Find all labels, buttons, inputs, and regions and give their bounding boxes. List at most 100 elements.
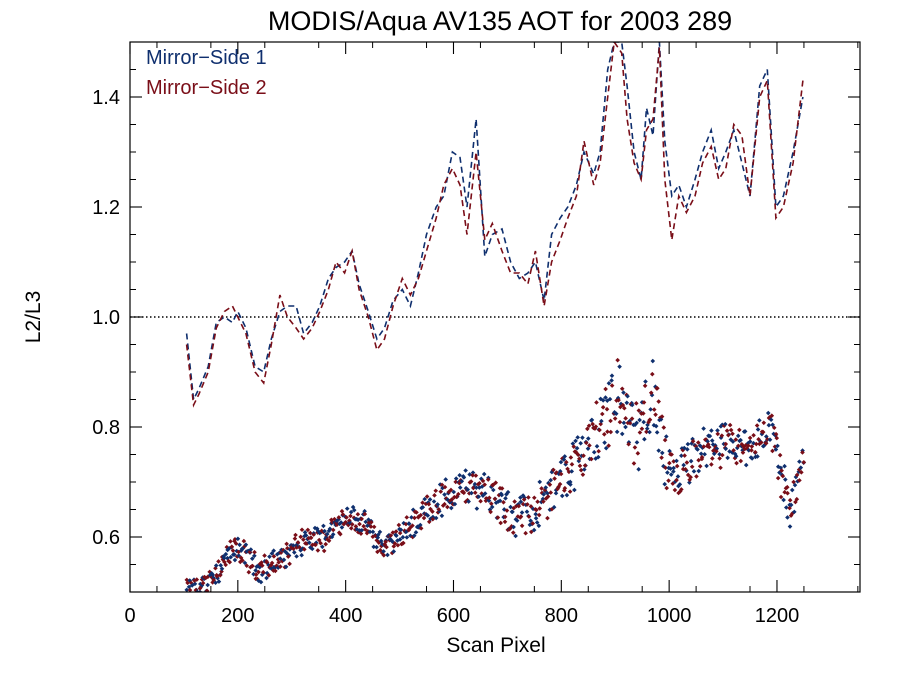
scatter-point-mirror-side-1 xyxy=(773,447,779,452)
scatter-point-mirror-side-2 xyxy=(749,448,754,453)
scatter-point-mirror-side-1 xyxy=(718,435,724,440)
scatter-point-mirror-side-2 xyxy=(222,559,227,565)
scatter-point-mirror-side-1 xyxy=(727,449,732,454)
scatter-point-mirror-side-1 xyxy=(792,482,798,488)
scatter-point-mirror-side-2 xyxy=(379,550,385,556)
scatter-point-mirror-side-1 xyxy=(225,555,230,561)
scatter-point-mirror-side-2 xyxy=(751,433,756,438)
scatter-point-mirror-side-1 xyxy=(791,509,797,515)
scatter-point-mirror-side-1 xyxy=(696,468,702,474)
scatter-point-mirror-side-2 xyxy=(307,530,313,536)
scatter-point-mirror-side-2 xyxy=(735,443,741,449)
scatter-point-mirror-side-2 xyxy=(392,541,398,546)
scatter-point-mirror-side-2 xyxy=(278,550,284,556)
scatter-point-mirror-side-1 xyxy=(306,540,312,545)
scatter-point-mirror-side-2 xyxy=(567,489,573,494)
scatter-point-mirror-side-2 xyxy=(216,559,221,564)
x-axis: 0 200 400 600 800 1000 1200 xyxy=(124,42,859,627)
scatter-point-mirror-side-1 xyxy=(527,522,533,528)
scatter-point-mirror-side-1 xyxy=(497,498,503,504)
scatter-point-mirror-side-1 xyxy=(634,440,640,445)
scatter-point-mirror-side-1 xyxy=(427,497,433,502)
scatter-point-mirror-side-1 xyxy=(433,515,439,521)
scatter-point-mirror-side-1 xyxy=(533,515,539,521)
scatter-point-mirror-side-1 xyxy=(755,454,760,459)
scatter-point-mirror-side-2 xyxy=(523,530,528,536)
scatter-point-mirror-side-2 xyxy=(765,437,770,442)
scatter-point-mirror-side-2 xyxy=(618,404,623,410)
scatter-point-mirror-side-2 xyxy=(799,470,804,475)
scatter-point-mirror-side-2 xyxy=(491,482,496,488)
scatter-point-mirror-side-2 xyxy=(709,462,714,467)
scatter-point-mirror-side-1 xyxy=(594,443,600,449)
scatter-point-mirror-side-1 xyxy=(757,418,762,423)
scatter-point-mirror-side-1 xyxy=(385,552,390,558)
scatter-point-mirror-side-1 xyxy=(248,547,254,552)
scatter-point-mirror-side-2 xyxy=(308,535,314,541)
scatter-point-mirror-side-2 xyxy=(769,413,775,419)
scatter-point-mirror-side-2 xyxy=(599,411,605,417)
scatter-point-mirror-side-1 xyxy=(303,533,309,538)
scatter-point-mirror-side-2 xyxy=(648,390,654,396)
scatter-point-mirror-side-2 xyxy=(569,462,575,467)
scatter-point-mirror-side-1 xyxy=(613,411,619,417)
scatter-point-mirror-side-1 xyxy=(701,426,706,431)
scatter-point-mirror-side-2 xyxy=(633,401,639,406)
scatter-point-mirror-side-1 xyxy=(543,485,549,490)
scatter-point-mirror-side-2 xyxy=(557,481,563,487)
scatter-point-mirror-side-2 xyxy=(498,520,504,526)
scatter-point-mirror-side-1 xyxy=(553,487,559,493)
scatter-point-mirror-side-2 xyxy=(640,411,646,416)
scatter-point-mirror-side-2 xyxy=(586,423,592,429)
scatter-point-mirror-side-2 xyxy=(240,558,245,563)
scatter-point-mirror-side-2 xyxy=(316,537,322,543)
scatter-point-mirror-side-2 xyxy=(228,539,233,544)
scatter-point-mirror-side-2 xyxy=(198,584,204,590)
scatter-point-mirror-side-1 xyxy=(789,487,795,493)
scatter-point-mirror-side-1 xyxy=(329,534,335,540)
scatter-point-mirror-side-2 xyxy=(318,540,323,546)
scatter-point-mirror-side-2 xyxy=(562,485,568,491)
scatter-point-mirror-side-2 xyxy=(478,498,483,504)
scatter-point-mirror-side-2 xyxy=(727,422,733,428)
scatter-point-mirror-side-2 xyxy=(438,489,444,494)
scatter-point-mirror-side-1 xyxy=(539,499,544,505)
scatter-point-mirror-side-1 xyxy=(749,456,755,461)
scatter-point-mirror-side-2 xyxy=(276,560,281,565)
scatter-point-mirror-side-1 xyxy=(675,474,681,479)
scatter-point-mirror-side-2 xyxy=(334,522,340,528)
scatter-point-mirror-side-1 xyxy=(671,465,676,471)
scatter-point-mirror-side-1 xyxy=(459,478,465,484)
scatter-point-mirror-side-1 xyxy=(375,535,381,540)
scatter-point-mirror-side-1 xyxy=(653,423,659,429)
scatter-point-mirror-side-2 xyxy=(616,397,621,403)
scatter-point-mirror-side-2 xyxy=(479,491,484,496)
scatter-point-mirror-side-2 xyxy=(187,587,193,592)
scatter-point-mirror-side-2 xyxy=(581,453,586,459)
scatter-point-mirror-side-2 xyxy=(655,385,660,391)
scatter-point-mirror-side-1 xyxy=(348,509,354,515)
scatter-point-mirror-side-2 xyxy=(428,506,433,512)
scatter-point-mirror-side-2 xyxy=(271,554,277,559)
scatter-point-mirror-side-1 xyxy=(644,426,650,431)
scatter-point-mirror-side-2 xyxy=(315,548,321,553)
scatter-point-mirror-side-2 xyxy=(287,561,292,567)
scatter-point-mirror-side-1 xyxy=(606,380,612,386)
scatter-point-mirror-side-2 xyxy=(461,490,467,496)
scatter-point-mirror-side-1 xyxy=(190,594,195,599)
scatter-point-mirror-side-1 xyxy=(679,453,684,458)
scatter-point-mirror-side-1 xyxy=(637,417,642,423)
legend-entry-mirror-side-2: Mirror−Side 2 xyxy=(146,77,267,99)
scatter-point-mirror-side-2 xyxy=(639,426,645,432)
scatter-point-mirror-side-1 xyxy=(788,502,794,508)
y-tick-label: 1.0 xyxy=(92,307,120,329)
scatter-point-mirror-side-1 xyxy=(431,499,437,504)
scatter-point-mirror-side-1 xyxy=(294,554,299,559)
scatter-point-mirror-side-2 xyxy=(590,421,595,427)
scatter-point-mirror-side-2 xyxy=(562,488,567,493)
scatter-point-mirror-side-1 xyxy=(501,507,507,512)
scatter-point-mirror-side-2 xyxy=(391,544,397,549)
scatter-point-mirror-side-2 xyxy=(575,452,581,458)
scatter-point-mirror-side-2 xyxy=(187,597,192,602)
scatter-point-mirror-side-2 xyxy=(637,430,643,435)
